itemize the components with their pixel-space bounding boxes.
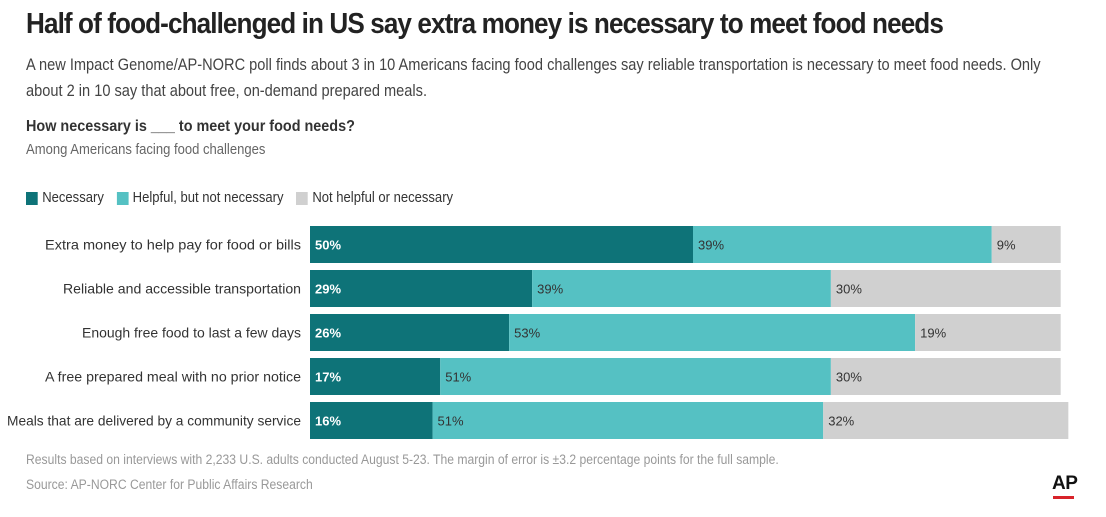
bar-segment-not-helpful [823, 402, 1069, 439]
bar-segment-necessary [310, 402, 433, 439]
category-label: Reliable and accessible transportation [63, 281, 301, 297]
value-label: 50% [315, 238, 341, 253]
bar-row-4: A free prepared meal with no prior notic… [45, 358, 1061, 395]
survey-population: Among Americans facing food challenges [26, 142, 266, 158]
bar-segment-not-helpful [915, 314, 1061, 351]
category-label: A free prepared meal with no prior notic… [45, 369, 301, 385]
value-label: 53% [514, 326, 540, 341]
value-label: 9% [997, 238, 1016, 253]
value-label: 19% [920, 326, 946, 341]
category-label: Meals that are delivered by a community … [7, 413, 301, 429]
category-label: Extra money to help pay for food or bill… [45, 237, 301, 253]
bar-segment-necessary [310, 226, 693, 263]
legend-label-not-helpful: Not helpful or necessary [312, 190, 454, 206]
category-label: Enough free food to last a few days [82, 325, 301, 341]
legend-item-necessary: Necessary [26, 190, 104, 206]
value-label: 26% [315, 326, 341, 341]
bar-segment-helpful [693, 226, 992, 263]
ap-logo-underline [1053, 496, 1074, 499]
source-note: Source: AP-NORC Center for Public Affair… [26, 477, 313, 492]
legend-swatch-not-helpful [296, 191, 308, 205]
bar-segment-necessary [310, 270, 533, 307]
chart-title: Half of food-challenged in US say extra … [26, 8, 944, 40]
value-label: 51% [438, 414, 464, 429]
survey-question: How necessary is ___ to meet your food n… [26, 118, 355, 135]
legend-item-helpful: Helpful, but not necessary [116, 190, 284, 206]
value-label: 17% [315, 370, 341, 385]
bar-row-3: Enough free food to last a few days 26% 53… [82, 314, 1061, 351]
legend-swatch-helpful [116, 191, 129, 205]
bar-segment-helpful [509, 314, 916, 351]
bar-segment-helpful [440, 358, 831, 395]
value-label: 29% [315, 282, 341, 297]
value-label: 51% [445, 370, 471, 385]
value-label: 30% [836, 370, 862, 385]
bar-segment-necessary [310, 314, 510, 351]
bar-segment-not-helpful [991, 226, 1061, 263]
bar-segment-not-helpful [830, 270, 1061, 307]
value-label: 39% [537, 282, 563, 297]
bar-segment-helpful [432, 402, 824, 439]
methodology-note: Results based on interviews with 2,233 U… [26, 452, 779, 467]
chart-subtitle: A new Impact Genome/AP-NORC poll finds a… [26, 56, 1041, 100]
value-label: 32% [828, 414, 854, 429]
legend-label-helpful: Helpful, but not necessary [132, 190, 284, 206]
value-label: 16% [315, 414, 341, 429]
ap-logo: AP [1052, 473, 1078, 494]
bar-row-1: Extra money to help pay for food or bill… [45, 226, 1061, 263]
bar-segment-necessary [310, 358, 441, 395]
legend-item-not-helpful: Not helpful or necessary [296, 190, 453, 206]
value-label: 39% [698, 238, 724, 253]
bar-segment-helpful [532, 270, 831, 307]
legend-swatch-necessary [26, 191, 38, 205]
bar-row-5: Meals that are delivered by a community … [7, 402, 1069, 439]
legend-label-necessary: Necessary [42, 190, 104, 206]
legend: Necessary Helpful, but not necessary Not… [26, 190, 466, 206]
bar-segment-not-helpful [830, 358, 1061, 395]
bar-row-2: Reliable and accessible transportation 29… [63, 270, 1061, 307]
value-label: 30% [836, 282, 862, 297]
